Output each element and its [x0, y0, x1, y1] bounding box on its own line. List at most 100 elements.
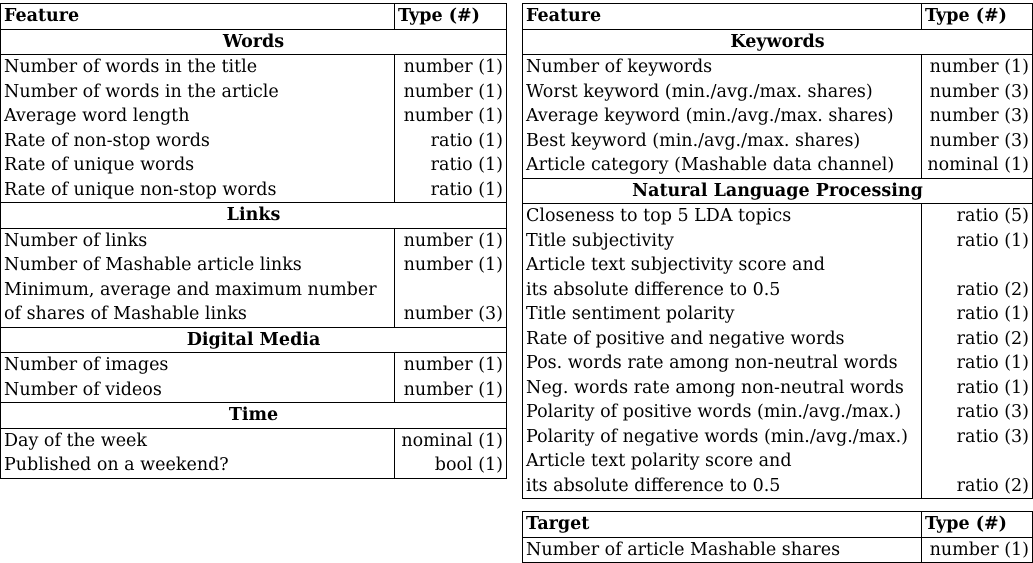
- table-row: Day of the week nominal (1): [0, 428, 507, 453]
- table-row: its absolute difference to 0.5 ratio (2): [522, 473, 1033, 499]
- table-row: Published on a weekend? bool (1): [0, 453, 507, 479]
- feature-cell: Number of videos: [0, 377, 395, 403]
- table-row: Average keyword (min./avg./max. shares) n…: [522, 104, 1033, 129]
- table-row: Rate of unique words ratio (1): [0, 153, 507, 178]
- table-row: Number of keywords number (1): [522, 54, 1033, 80]
- table-row: Number of videos number (1): [0, 377, 507, 403]
- section-title: Time: [0, 402, 507, 429]
- type-cell: ratio (3): [921, 400, 1033, 425]
- table-row: Rate of positive and negative words ratio…: [522, 326, 1033, 351]
- feature-cell: of shares of Mashable links: [0, 302, 395, 327]
- section-title: Words: [0, 28, 507, 55]
- target-table: Target Type (#) Number of article Mashable…: [522, 511, 1033, 563]
- section-header-row: Links: [0, 202, 507, 229]
- header-row: Feature Type (#): [0, 3, 507, 30]
- table-row: Title sentiment polarity ratio (1): [522, 302, 1033, 327]
- type-cell: ratio (2): [921, 326, 1033, 351]
- type-cell: [921, 449, 1033, 474]
- type-cell: ratio (2): [921, 473, 1033, 499]
- section-title: Keywords: [522, 28, 1033, 55]
- feature-cell: Polarity of positive words (min./avg./ma…: [522, 400, 922, 425]
- feature-column-header: Feature: [522, 3, 922, 30]
- type-column-header: Type (#): [921, 511, 1033, 538]
- feature-cell: Title sentiment polarity: [522, 302, 922, 327]
- section-header-row: Keywords: [522, 28, 1033, 55]
- type-column-header: Type (#): [394, 3, 507, 30]
- table-row: Polarity of positive words (min./avg./ma…: [522, 400, 1033, 425]
- type-cell: ratio (1): [394, 153, 507, 178]
- feature-cell: Article text polarity score and: [522, 449, 922, 474]
- header-row: Feature Type (#): [522, 3, 1033, 30]
- feature-cell: Worst keyword (min./avg./max. shares): [522, 79, 922, 104]
- type-cell: ratio (1): [921, 351, 1033, 376]
- table-row: Number of Mashable article links number (…: [0, 253, 507, 278]
- type-cell: bool (1): [394, 453, 507, 479]
- feature-cell: Number of links: [0, 228, 395, 253]
- table-row: Article category (Mashable data channel)…: [522, 153, 1033, 178]
- type-cell: number (1): [394, 352, 507, 378]
- section-header-row: Time: [0, 402, 507, 429]
- feature-column-header: Feature: [0, 3, 395, 30]
- feature-cell: Minimum, average and maximum number: [0, 277, 395, 302]
- feature-cell: Number of Mashable article links: [0, 253, 395, 278]
- table-row: Number of images number (1): [0, 352, 507, 378]
- feature-cell: Day of the week: [0, 428, 395, 453]
- table-row: Pos. words rate among non-neutral words r…: [522, 351, 1033, 376]
- table-row: Number of links number (1): [0, 228, 507, 253]
- table-row: Article text subjectivity score and: [522, 253, 1033, 278]
- type-cell: number (1): [921, 537, 1033, 563]
- type-cell: number (3): [921, 104, 1033, 129]
- type-cell: number (3): [921, 128, 1033, 153]
- type-cell: number (1): [394, 228, 507, 253]
- type-cell: ratio (1): [921, 375, 1033, 400]
- table-row: Article text polarity score and: [522, 449, 1033, 474]
- feature-cell: its absolute difference to 0.5: [522, 277, 922, 302]
- right-feature-table: Feature Type (#) Keywords Number of keyword…: [522, 3, 1033, 499]
- type-cell: number (1): [394, 54, 507, 80]
- left-feature-table: Feature Type (#) Words Number of words in t…: [0, 3, 507, 479]
- table-row: Average word length number (1): [0, 104, 507, 129]
- table-row: Best keyword (min./avg./max. shares) numb…: [522, 128, 1033, 153]
- feature-cell: its absolute difference to 0.5: [522, 473, 922, 499]
- type-cell: number (1): [394, 104, 507, 129]
- feature-cell: Polarity of negative words (min./avg./ma…: [522, 424, 922, 449]
- table-row: Rate of unique non-stop words ratio (1): [0, 177, 507, 203]
- type-column-header: Type (#): [921, 3, 1033, 30]
- feature-cell: Best keyword (min./avg./max. shares): [522, 128, 922, 153]
- feature-cell: Rate of non-stop words: [0, 128, 395, 153]
- type-cell: ratio (3): [921, 424, 1033, 449]
- table-row: Polarity of negative words (min./avg./ma…: [522, 424, 1033, 449]
- section-header-row: Digital Media: [0, 326, 507, 353]
- feature-cell: Rate of unique words: [0, 153, 395, 178]
- type-cell: number (3): [394, 302, 507, 327]
- feature-cell: Pos. words rate among non-neutral words: [522, 351, 922, 376]
- feature-cell: Average keyword (min./avg./max. shares): [522, 104, 922, 129]
- feature-cell: Number of keywords: [522, 54, 922, 80]
- feature-cell: Published on a weekend?: [0, 453, 395, 479]
- table-row: Neg. words rate among non-neutral words r…: [522, 375, 1033, 400]
- feature-cell: Closeness to top 5 LDA topics: [522, 203, 922, 229]
- header-row: Target Type (#): [522, 511, 1033, 538]
- feature-cell: Rate of positive and negative words: [522, 326, 922, 351]
- type-cell: ratio (1): [921, 302, 1033, 327]
- feature-cell: Article category (Mashable data channel): [522, 153, 922, 178]
- type-cell: ratio (1): [921, 228, 1033, 253]
- table-row: its absolute difference to 0.5 ratio (2): [522, 277, 1033, 302]
- section-title: Digital Media: [0, 326, 507, 353]
- section-header-row: Words: [0, 28, 507, 55]
- section-title: Links: [0, 202, 507, 229]
- type-cell: number (1): [921, 54, 1033, 80]
- feature-cell: Number of images: [0, 352, 395, 378]
- feature-cell: Number of words in the title: [0, 54, 395, 80]
- section-header-row: Natural Language Processing: [522, 177, 1033, 204]
- type-cell: number (3): [921, 79, 1033, 104]
- feature-cell: Rate of unique non-stop words: [0, 177, 395, 203]
- type-cell: [394, 277, 507, 302]
- table-row: Rate of non-stop words ratio (1): [0, 128, 507, 153]
- table-row: Number of words in the article number (1): [0, 79, 507, 104]
- table-row: Number of words in the title number (1): [0, 54, 507, 80]
- table-row: Minimum, average and maximum number: [0, 277, 507, 302]
- type-cell: ratio (2): [921, 277, 1033, 302]
- table-row: Closeness to top 5 LDA topics ratio (5): [522, 203, 1033, 229]
- table-row: Number of article Mashable shares number …: [522, 537, 1033, 563]
